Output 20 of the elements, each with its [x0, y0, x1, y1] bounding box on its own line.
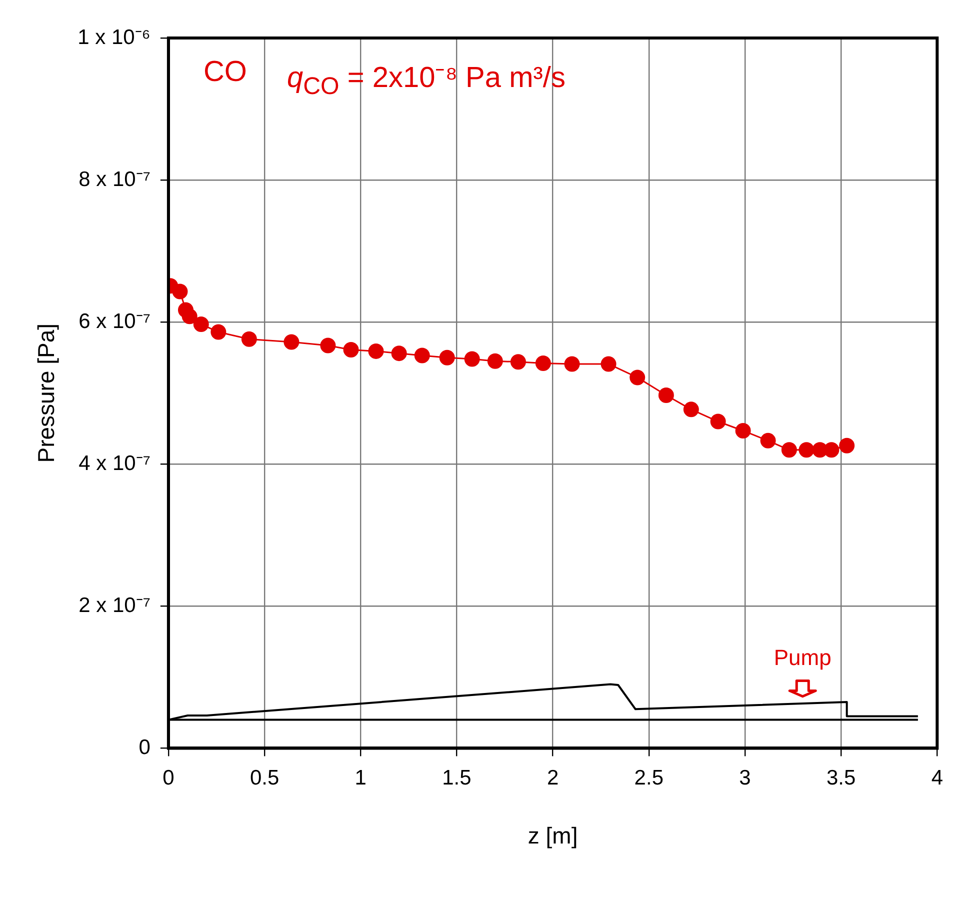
x-tick-label: 2.5	[634, 766, 664, 790]
y-tick-label: 2 x 10⁻⁷	[78, 594, 150, 617]
annotation: Pump	[772, 644, 832, 671]
x-tick-label: 0	[162, 766, 174, 790]
annotation: CO	[203, 56, 247, 90]
y-axis-title: Pressure [Pa]	[33, 323, 60, 463]
y-tick-label: 1 x 10⁻⁶	[78, 26, 150, 49]
annotation: q$_{CO}$ = 2x10⁻⁸ Pa m³/s	[286, 61, 566, 101]
x-tick-label: 1	[354, 766, 366, 790]
x-tick-label: 3	[739, 766, 751, 790]
x-tick-label: 0.5	[250, 766, 280, 790]
y-tick-label: 0	[138, 736, 150, 759]
y-tick-label: 6 x 10⁻⁷	[78, 310, 150, 333]
x-tick-label: 4	[931, 766, 944, 790]
x-tick-label: 3.5	[826, 766, 856, 790]
y-tick-label: 4 x 10⁻⁷	[78, 452, 150, 475]
y-tick-label: 8 x 10⁻⁷	[78, 168, 150, 191]
x-axis-title: z [m]	[528, 822, 578, 849]
x-tick-label: 1.5	[442, 766, 472, 790]
x-tick-label: 2	[546, 766, 559, 790]
